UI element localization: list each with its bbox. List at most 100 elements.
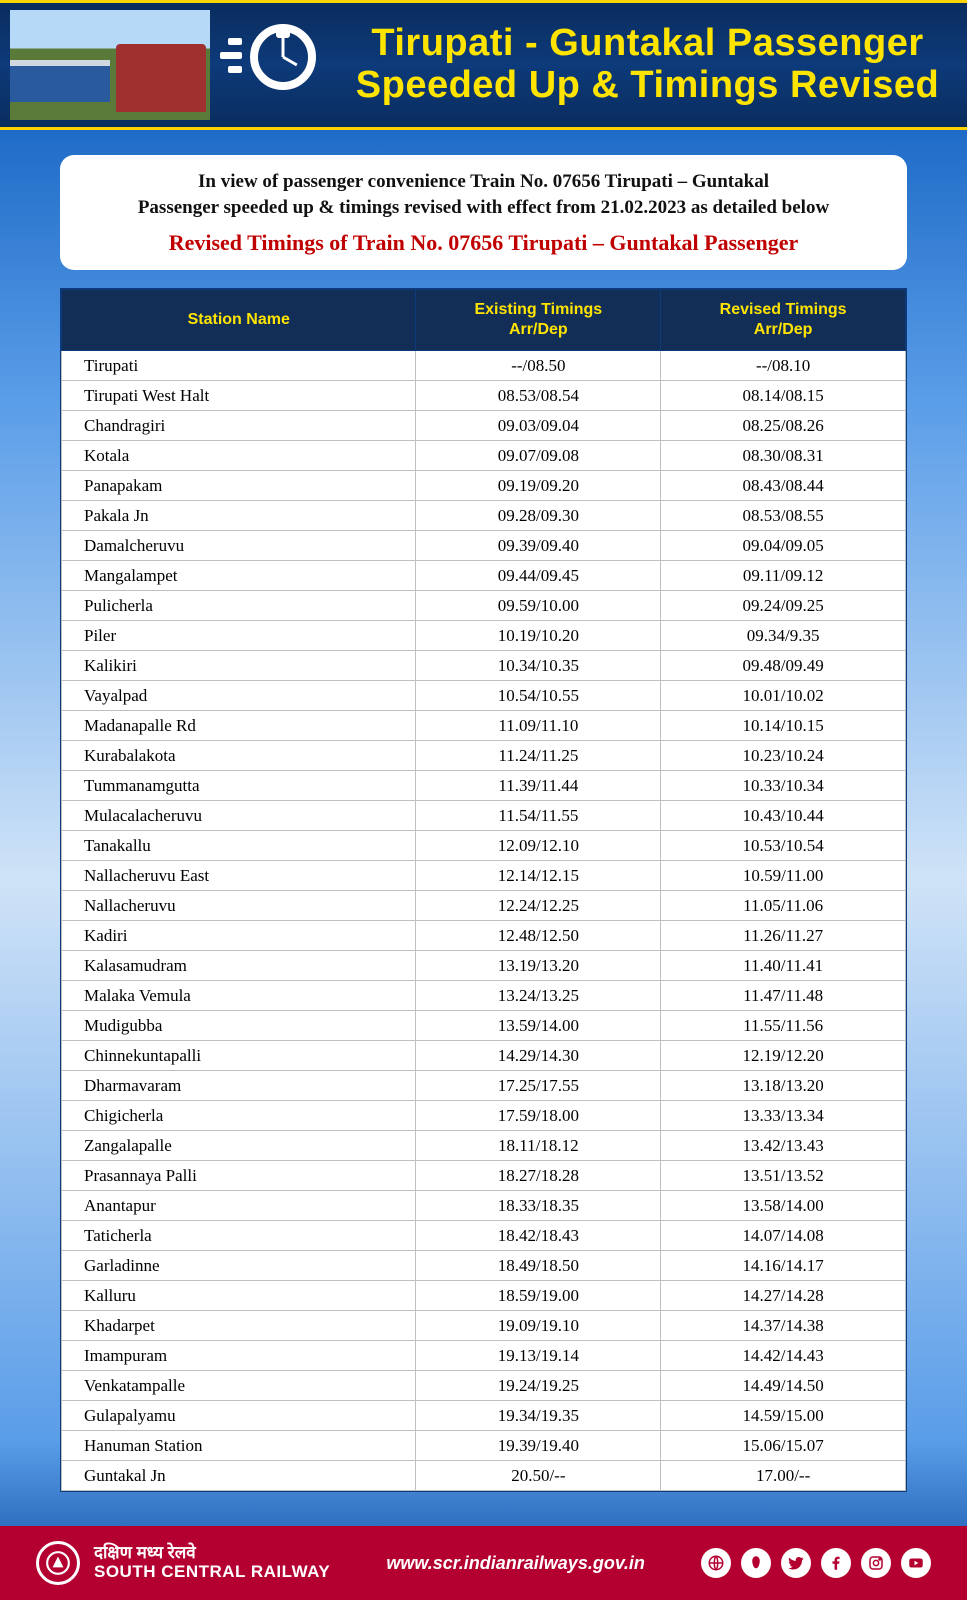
- globe-icon[interactable]: [701, 1548, 731, 1578]
- col-station: Station Name: [62, 290, 416, 351]
- cell-station: Kurabalakota: [62, 741, 416, 771]
- cell-existing: 18.42/18.43: [416, 1221, 661, 1251]
- cell-station: Pakala Jn: [62, 501, 416, 531]
- cell-existing: 18.27/18.28: [416, 1161, 661, 1191]
- cell-station: Tirupati: [62, 351, 416, 381]
- cell-revised: 11.47/11.48: [661, 981, 906, 1011]
- cell-revised: 14.27/14.28: [661, 1281, 906, 1311]
- intro-line1: In view of passenger convenience Train N…: [198, 171, 769, 192]
- cell-station: Malaka Vemula: [62, 981, 416, 1011]
- cell-revised: 14.42/14.43: [661, 1341, 906, 1371]
- cell-station: Mangalampet: [62, 561, 416, 591]
- org-name-hindi: दक्षिण मध्य रेलवे: [94, 1544, 330, 1563]
- timings-tbody: Tirupati--/08.50--/08.10Tirupati West Ha…: [62, 351, 906, 1491]
- cell-station: Kalasamudram: [62, 951, 416, 981]
- cell-station: Tirupati West Halt: [62, 381, 416, 411]
- cell-revised: 10.23/10.24: [661, 741, 906, 771]
- table-row: Malaka Vemula13.24/13.2511.47/11.48: [62, 981, 906, 1011]
- cell-existing: 13.19/13.20: [416, 951, 661, 981]
- cell-revised: 13.42/13.43: [661, 1131, 906, 1161]
- table-row: Garladinne18.49/18.5014.16/14.17: [62, 1251, 906, 1281]
- cell-revised: 13.51/13.52: [661, 1161, 906, 1191]
- instagram-icon[interactable]: [861, 1548, 891, 1578]
- table-row: Guntakal Jn20.50/--17.00/--: [62, 1461, 906, 1491]
- table-row: Chigicherla17.59/18.0013.33/13.34: [62, 1101, 906, 1131]
- cell-station: Kotala: [62, 441, 416, 471]
- table-row: Mulacalacheruvu11.54/11.5510.43/10.44: [62, 801, 906, 831]
- cell-existing: 11.39/11.44: [416, 771, 661, 801]
- youtube-icon[interactable]: [901, 1548, 931, 1578]
- railways-logo-icon: [36, 1541, 80, 1585]
- table-row: Kadiri12.48/12.5011.26/11.27: [62, 921, 906, 951]
- cell-station: Dharmavaram: [62, 1071, 416, 1101]
- table-row: Prasannaya Palli18.27/18.2813.51/13.52: [62, 1161, 906, 1191]
- cell-station: Taticherla: [62, 1221, 416, 1251]
- table-row: Imampuram19.13/19.1414.42/14.43: [62, 1341, 906, 1371]
- cell-existing: 13.24/13.25: [416, 981, 661, 1011]
- table-row: Damalcheruvu09.39/09.4009.04/09.05: [62, 531, 906, 561]
- cell-revised: 08.53/08.55: [661, 501, 906, 531]
- cell-existing: 09.03/09.04: [416, 411, 661, 441]
- cell-station: Tanakallu: [62, 831, 416, 861]
- cell-station: Kadiri: [62, 921, 416, 951]
- cell-revised: 13.33/13.34: [661, 1101, 906, 1131]
- table-row: Madanapalle Rd11.09/11.1010.14/10.15: [62, 711, 906, 741]
- cell-revised: 10.53/10.54: [661, 831, 906, 861]
- cell-existing: 19.13/19.14: [416, 1341, 661, 1371]
- cell-existing: 09.44/09.45: [416, 561, 661, 591]
- table-row: Pulicherla09.59/10.0009.24/09.25: [62, 591, 906, 621]
- cell-revised: 14.49/14.50: [661, 1371, 906, 1401]
- headline-line1: Tirupati - Guntakal Passenger: [338, 23, 957, 65]
- table-row: Kotala09.07/09.0808.30/08.31: [62, 441, 906, 471]
- table-row: Gulapalyamu19.34/19.3514.59/15.00: [62, 1401, 906, 1431]
- cell-revised: 13.18/13.20: [661, 1071, 906, 1101]
- facebook-icon[interactable]: [821, 1548, 851, 1578]
- table-row: Nallacheruvu12.24/12.2511.05/11.06: [62, 891, 906, 921]
- cell-revised: 14.16/14.17: [661, 1251, 906, 1281]
- header-band: Tirupati - Guntakal Passenger Speeded Up…: [0, 0, 967, 130]
- cell-existing: 09.39/09.40: [416, 531, 661, 561]
- table-row: Nallacheruvu East12.14/12.1510.59/11.00: [62, 861, 906, 891]
- table-row: Anantapur18.33/18.3513.58/14.00: [62, 1191, 906, 1221]
- table-row: Venkatampalle19.24/19.2514.49/14.50: [62, 1371, 906, 1401]
- cell-station: Mulacalacheruvu: [62, 801, 416, 831]
- cell-station: Imampuram: [62, 1341, 416, 1371]
- cell-existing: 18.33/18.35: [416, 1191, 661, 1221]
- cell-revised: 12.19/12.20: [661, 1041, 906, 1071]
- cell-existing: 13.59/14.00: [416, 1011, 661, 1041]
- cell-station: Guntakal Jn: [62, 1461, 416, 1491]
- table-row: Chandragiri09.03/09.0408.25/08.26: [62, 411, 906, 441]
- cell-revised: 09.04/09.05: [661, 531, 906, 561]
- org-name-english: SOUTH CENTRAL RAILWAY: [94, 1563, 330, 1582]
- org-name: दक्षिण मध्य रेलवे SOUTH CENTRAL RAILWAY: [94, 1544, 330, 1581]
- cell-station: Hanuman Station: [62, 1431, 416, 1461]
- cell-revised: 09.34/9.35: [661, 621, 906, 651]
- table-row: Khadarpet19.09/19.1014.37/14.38: [62, 1311, 906, 1341]
- cell-existing: 17.25/17.55: [416, 1071, 661, 1101]
- cell-station: Nallacheruvu: [62, 891, 416, 921]
- cell-station: Anantapur: [62, 1191, 416, 1221]
- cell-revised: --/08.10: [661, 351, 906, 381]
- cell-station: Vayalpad: [62, 681, 416, 711]
- cell-existing: 08.53/08.54: [416, 381, 661, 411]
- col-existing: Existing TimingsArr/Dep: [416, 290, 661, 351]
- cell-station: Khadarpet: [62, 1311, 416, 1341]
- table-row: Hanuman Station19.39/19.4015.06/15.07: [62, 1431, 906, 1461]
- koo-icon[interactable]: [741, 1548, 771, 1578]
- cell-revised: 11.05/11.06: [661, 891, 906, 921]
- table-row: Panapakam09.19/09.2008.43/08.44: [62, 471, 906, 501]
- intro-text: In view of passenger convenience Train N…: [86, 169, 881, 220]
- cell-revised: 08.25/08.26: [661, 411, 906, 441]
- cell-existing: 09.19/09.20: [416, 471, 661, 501]
- cell-station: Chinnekuntapalli: [62, 1041, 416, 1071]
- timings-table: Station Name Existing TimingsArr/Dep Rev…: [60, 288, 907, 1492]
- table-row: Vayalpad10.54/10.5510.01/10.02: [62, 681, 906, 711]
- cell-revised: 14.07/14.08: [661, 1221, 906, 1251]
- cell-existing: 11.24/11.25: [416, 741, 661, 771]
- cell-existing: 12.14/12.15: [416, 861, 661, 891]
- table-row: Dharmavaram17.25/17.5513.18/13.20: [62, 1071, 906, 1101]
- table-row: Kalluru18.59/19.0014.27/14.28: [62, 1281, 906, 1311]
- cell-station: Pulicherla: [62, 591, 416, 621]
- twitter-icon[interactable]: [781, 1548, 811, 1578]
- table-row: Tanakallu12.09/12.1010.53/10.54: [62, 831, 906, 861]
